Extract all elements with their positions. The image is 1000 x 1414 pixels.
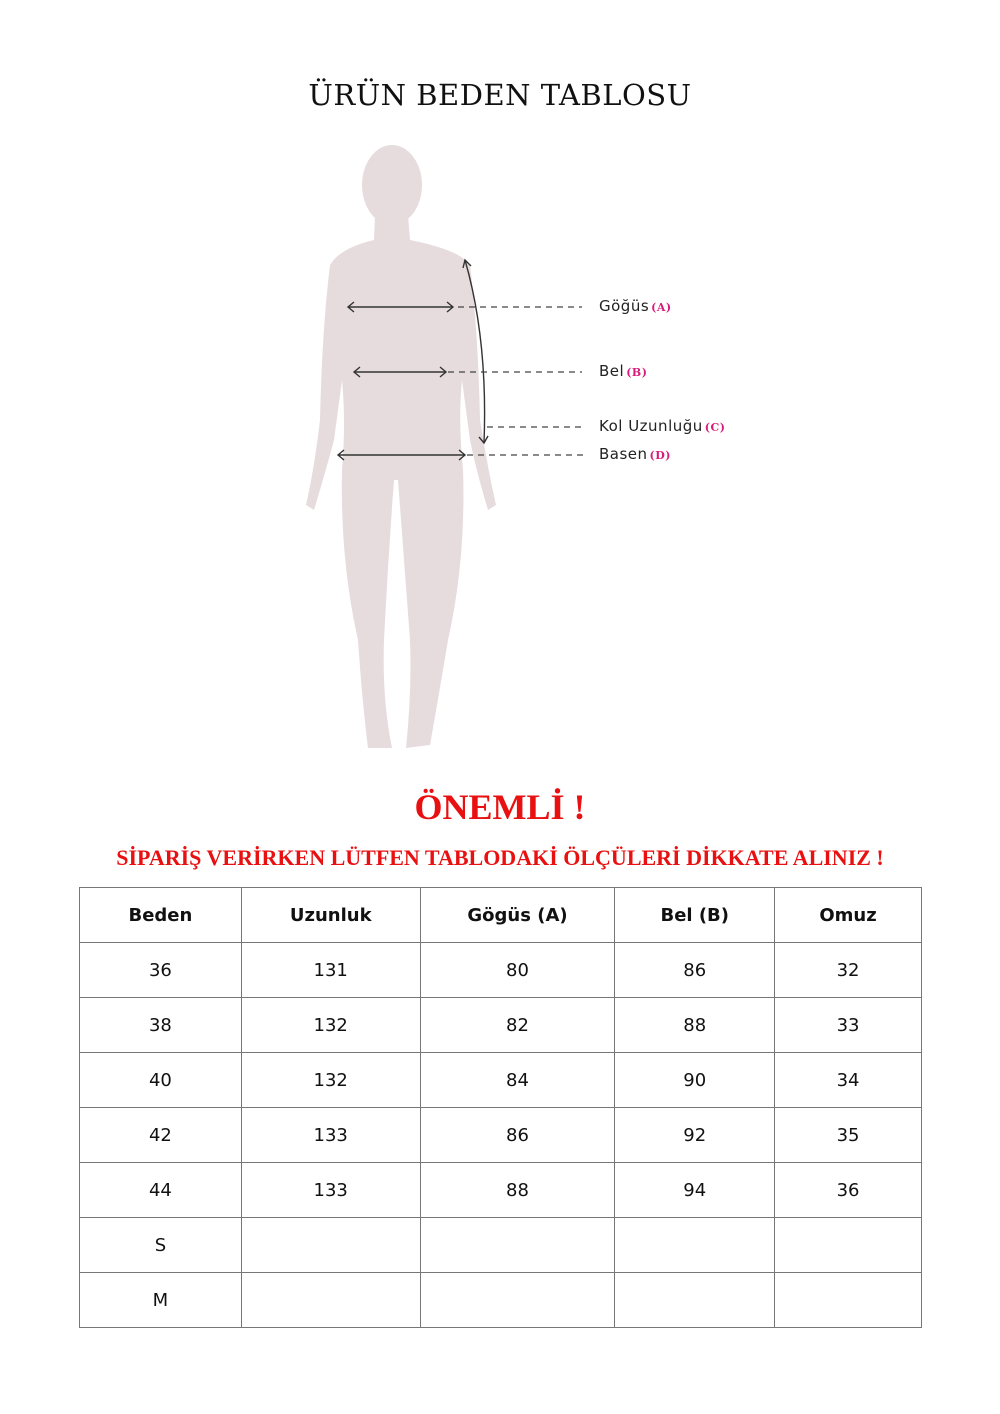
order-warning: SİPARİŞ VERİRKEN LÜTFEN TABLODAKİ ÖLÇÜLE… [116, 845, 884, 870]
table-row: 40 132 84 90 34 [79, 1052, 922, 1108]
table-cell: 92 [614, 1107, 776, 1163]
table-cell: 33 [774, 997, 922, 1053]
table-cell [240, 1272, 421, 1328]
column-header: Omuz [774, 887, 922, 943]
table-cell: 82 [419, 997, 616, 1053]
page-title: ÜRÜN BEDEN TABLOSU [308, 78, 692, 112]
table-cell: 38 [79, 997, 242, 1053]
table-row: 36 131 80 86 32 [79, 942, 922, 998]
silhouette [306, 145, 496, 748]
table-header-row: Beden Uzunluk Gögüs (A) Bel (B) Omuz [79, 887, 922, 943]
column-header: Beden [79, 887, 242, 943]
label-key: (A) [651, 301, 672, 314]
table-cell [774, 1272, 922, 1328]
table-cell: S [79, 1217, 242, 1273]
table-cell [614, 1217, 776, 1273]
table-cell: 42 [79, 1107, 242, 1163]
label-text: Basen [599, 445, 648, 463]
table-cell: 80 [419, 942, 616, 998]
column-header: Gögüs (A) [419, 887, 616, 943]
label-text: Kol Uzunluğu [599, 417, 703, 435]
table-cell: 36 [774, 1162, 922, 1218]
table-cell [774, 1217, 922, 1273]
table-cell: 86 [614, 942, 776, 998]
table-cell [419, 1217, 616, 1273]
label-text: Göğüs [599, 297, 650, 315]
column-header: Uzunluk [240, 887, 421, 943]
label-gogus: Göğüs (A) [599, 297, 672, 315]
size-table: Beden Uzunluk Gögüs (A) Bel (B) Omuz 36 131 80… [79, 887, 922, 1328]
dashed-leaders [448, 306, 584, 456]
table-cell [614, 1272, 776, 1328]
table-cell: 133 [240, 1162, 421, 1218]
table-cell: M [79, 1272, 242, 1328]
table-row: 38 132 82 88 33 [79, 997, 922, 1053]
label-key: (D) [649, 449, 671, 462]
table-cell: 132 [240, 1052, 421, 1108]
table-row: M [79, 1272, 922, 1328]
label-text: Bel [599, 362, 625, 380]
table-cell: 86 [419, 1107, 616, 1163]
table-cell: 84 [419, 1052, 616, 1108]
table-cell: 40 [79, 1052, 242, 1108]
table-cell: 34 [774, 1052, 922, 1108]
table-cell: 36 [79, 942, 242, 998]
table-cell: 88 [614, 997, 776, 1053]
table-row: 44 133 88 94 36 [79, 1162, 922, 1218]
label-key: (B) [626, 366, 648, 379]
table-cell: 32 [774, 942, 922, 998]
table-cell: 131 [240, 942, 421, 998]
table-cell: 35 [774, 1107, 922, 1163]
table-cell [240, 1217, 421, 1273]
measurement-arrows [336, 258, 489, 461]
table-cell: 88 [419, 1162, 616, 1218]
column-header: Bel (B) [614, 887, 776, 943]
label-kol-uzunlugu: Kol Uzunluğu (C) [599, 417, 725, 435]
body-silhouette-figure [306, 145, 584, 748]
table-cell: 90 [614, 1052, 776, 1108]
table-cell: 94 [614, 1162, 776, 1218]
table-cell: 44 [79, 1162, 242, 1218]
table-cell: 133 [240, 1107, 421, 1163]
table-cell: 132 [240, 997, 421, 1053]
label-key: (C) [704, 421, 726, 434]
important-heading: ÖNEMLİ ! [414, 787, 586, 827]
table-cell [419, 1272, 616, 1328]
table-row: S [79, 1217, 922, 1273]
label-basen: Basen (D) [599, 445, 671, 463]
label-bel: Bel (B) [599, 362, 647, 380]
table-row: 42 133 86 92 35 [79, 1107, 922, 1163]
